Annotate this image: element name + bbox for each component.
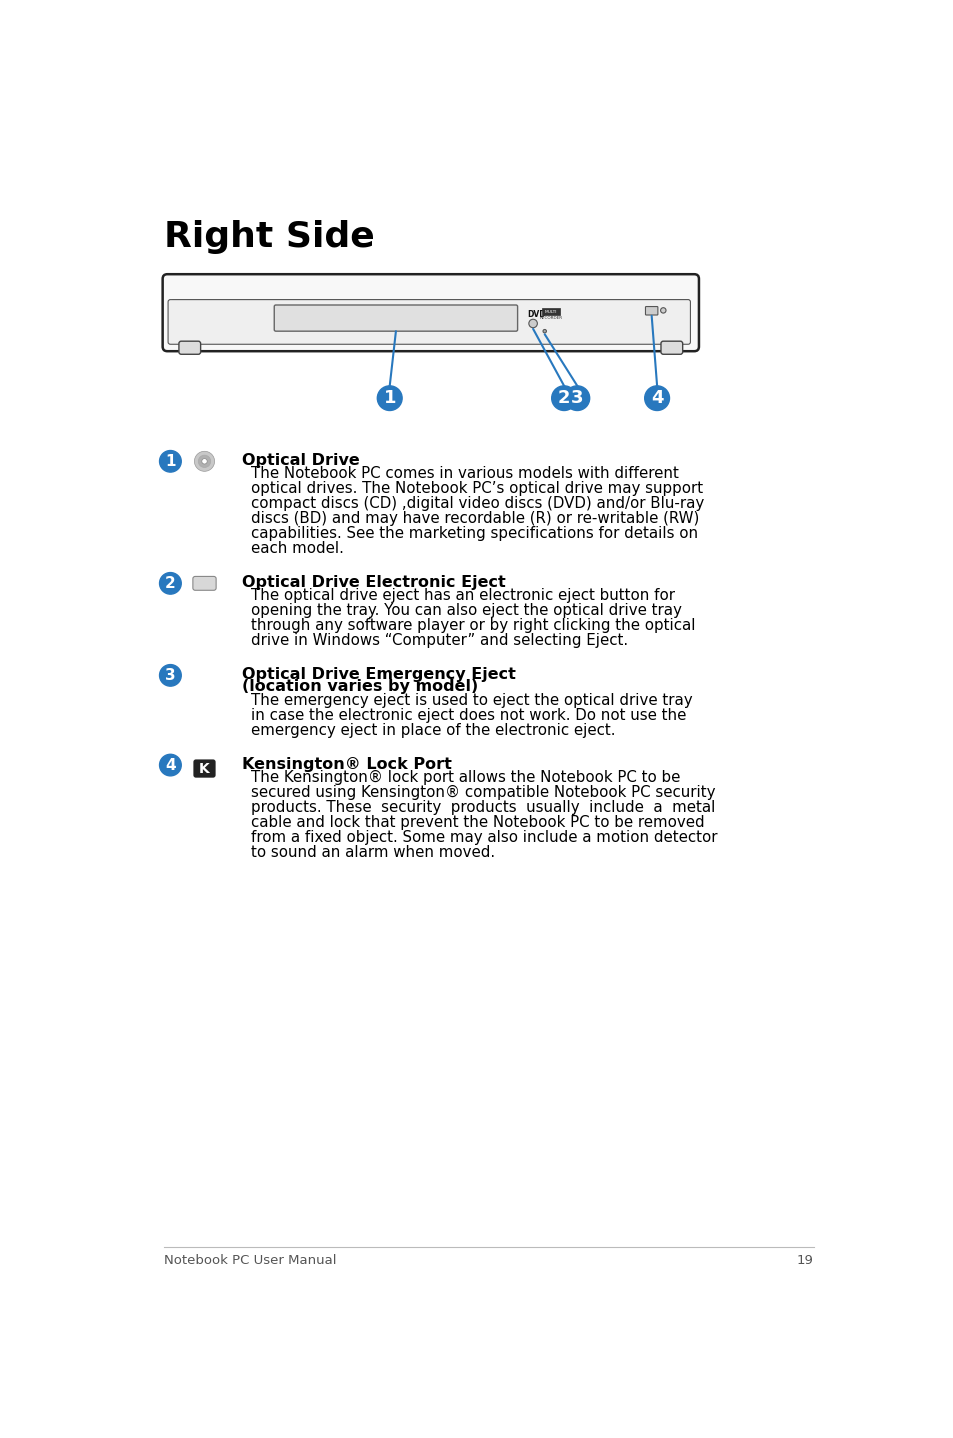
Text: opening the tray. You can also eject the optical drive tray: opening the tray. You can also eject the… <box>251 604 681 618</box>
Text: in case the electronic eject does not work. Do not use the: in case the electronic eject does not wo… <box>251 707 685 723</box>
Circle shape <box>202 459 207 464</box>
Text: 2: 2 <box>558 390 570 407</box>
Circle shape <box>159 572 181 594</box>
Text: The Kensington® lock port allows the Notebook PC to be: The Kensington® lock port allows the Not… <box>251 771 679 785</box>
Text: DVD: DVD <box>526 309 545 319</box>
Text: 3: 3 <box>571 390 583 407</box>
Text: products. These  security  products  usually  include  a  metal: products. These security products usuall… <box>251 800 715 815</box>
Text: Right Side: Right Side <box>164 220 375 255</box>
Text: 4: 4 <box>165 758 175 772</box>
FancyBboxPatch shape <box>274 305 517 331</box>
Text: through any software player or by right clicking the optical: through any software player or by right … <box>251 618 695 633</box>
Text: 19: 19 <box>796 1254 813 1267</box>
Text: cable and lock that prevent the Notebook PC to be removed: cable and lock that prevent the Notebook… <box>251 815 704 830</box>
Text: compact discs (CD) ,digital video discs (DVD) and/or Blu-ray: compact discs (CD) ,digital video discs … <box>251 496 703 512</box>
Text: The emergency eject is used to eject the optical drive tray: The emergency eject is used to eject the… <box>251 693 692 707</box>
Circle shape <box>159 664 181 686</box>
Circle shape <box>551 385 576 410</box>
Text: drive in Windows “Computer” and selecting Eject.: drive in Windows “Computer” and selectin… <box>251 633 627 649</box>
Text: optical drives. The Notebook PC’s optical drive may support: optical drives. The Notebook PC’s optica… <box>251 482 702 496</box>
Circle shape <box>159 450 181 472</box>
Circle shape <box>528 319 537 328</box>
FancyBboxPatch shape <box>645 306 658 315</box>
Circle shape <box>194 452 214 472</box>
Circle shape <box>644 385 669 410</box>
Text: MULTI: MULTI <box>544 311 557 313</box>
Text: RECORDER: RECORDER <box>538 316 562 321</box>
Text: Kensington® Lock Port: Kensington® Lock Port <box>241 756 451 772</box>
Text: 4: 4 <box>650 390 662 407</box>
Text: capabilities. See the marketing specifications for details on: capabilities. See the marketing specific… <box>251 526 698 541</box>
Text: to sound an alarm when moved.: to sound an alarm when moved. <box>251 846 495 860</box>
Text: The Notebook PC comes in various models with different: The Notebook PC comes in various models … <box>251 466 679 482</box>
FancyBboxPatch shape <box>541 309 559 315</box>
Text: 1: 1 <box>383 390 395 407</box>
Circle shape <box>659 308 665 313</box>
Text: discs (BD) and may have recordable (R) or re-writable (RW): discs (BD) and may have recordable (R) o… <box>251 512 699 526</box>
FancyBboxPatch shape <box>168 299 690 344</box>
Text: each model.: each model. <box>251 541 343 557</box>
Text: (location varies by model): (location varies by model) <box>241 679 477 693</box>
Circle shape <box>198 456 211 467</box>
Circle shape <box>564 385 589 410</box>
Text: Optical Drive Electronic Eject: Optical Drive Electronic Eject <box>241 575 505 590</box>
Circle shape <box>542 329 546 332</box>
Text: 2: 2 <box>165 575 175 591</box>
Text: Optical Drive: Optical Drive <box>241 453 359 467</box>
Text: secured using Kensington® compatible Notebook PC security: secured using Kensington® compatible Not… <box>251 785 715 800</box>
Circle shape <box>159 755 181 777</box>
Text: K: K <box>199 762 210 777</box>
FancyBboxPatch shape <box>179 341 200 354</box>
Text: 1: 1 <box>165 454 175 469</box>
FancyBboxPatch shape <box>194 761 214 777</box>
Text: 3: 3 <box>165 667 175 683</box>
Text: from a fixed object. Some may also include a motion detector: from a fixed object. Some may also inclu… <box>251 830 717 846</box>
FancyBboxPatch shape <box>193 577 216 590</box>
Circle shape <box>377 385 402 410</box>
FancyBboxPatch shape <box>162 275 699 351</box>
Text: The optical drive eject has an electronic eject button for: The optical drive eject has an electroni… <box>251 588 675 604</box>
Text: Notebook PC User Manual: Notebook PC User Manual <box>164 1254 336 1267</box>
FancyBboxPatch shape <box>660 341 682 354</box>
Text: Optical Drive Emergency Eject: Optical Drive Emergency Eject <box>241 667 515 682</box>
Text: emergency eject in place of the electronic eject.: emergency eject in place of the electron… <box>251 723 615 738</box>
